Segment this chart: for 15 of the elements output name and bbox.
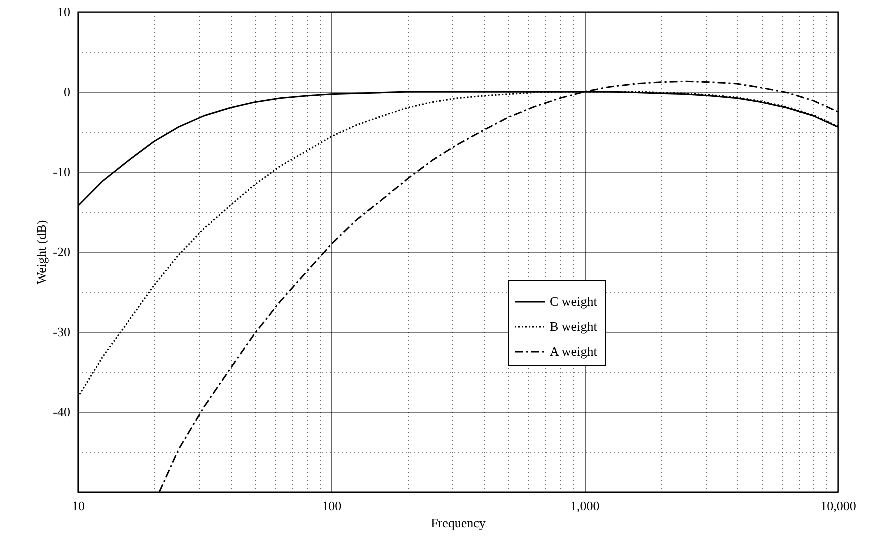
y-tick-label: -30	[53, 324, 70, 340]
legend-label: A weight	[550, 344, 598, 359]
y-tick-label: 10	[58, 4, 70, 20]
legend-label: B weight	[550, 319, 598, 334]
x-tick-label: 10,000	[820, 498, 856, 514]
y-tick-label: 0	[64, 84, 70, 100]
y-tick-label: -20	[53, 244, 70, 260]
y-tick-label: -40	[53, 404, 70, 420]
x-axis-title: Frequency	[431, 516, 486, 530]
x-tick-label: 1,000	[570, 498, 600, 514]
y-tick-label: -10	[53, 164, 70, 180]
legend-label: C weight	[550, 294, 598, 309]
x-tick-label: 10	[72, 498, 85, 514]
x-tick-label: 100	[322, 498, 342, 514]
y-axis-title: Weight (dB)	[34, 220, 50, 285]
